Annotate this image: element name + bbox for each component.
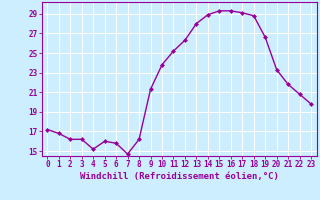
X-axis label: Windchill (Refroidissement éolien,°C): Windchill (Refroidissement éolien,°C) bbox=[80, 172, 279, 181]
